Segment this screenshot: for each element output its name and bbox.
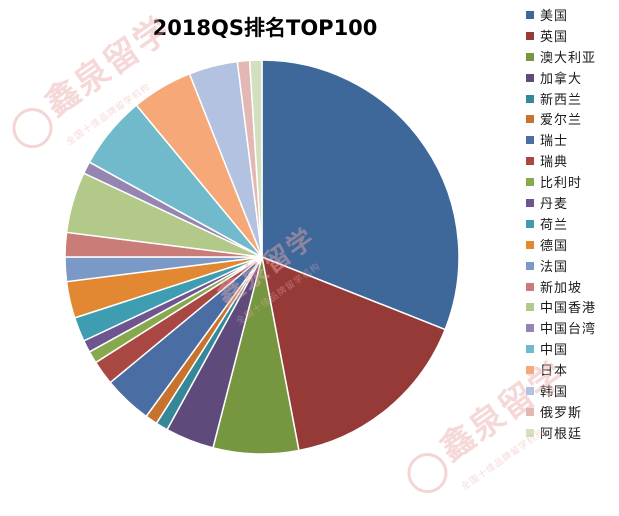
- legend-item: 德国: [522, 234, 619, 255]
- chart-title: 2018QS排名TOP100: [152, 16, 378, 40]
- legend-swatch: [526, 73, 534, 82]
- legend-label: 日本: [540, 364, 569, 380]
- legend-item: 英国: [522, 25, 619, 46]
- legend-swatch: [526, 157, 534, 166]
- legend-swatch: [526, 303, 534, 312]
- legend-swatch: [526, 324, 534, 333]
- legend-swatch: [526, 94, 534, 103]
- legend-swatch: [526, 240, 534, 249]
- legend-swatch: [526, 387, 534, 396]
- legend-label: 瑞典: [540, 155, 569, 171]
- legend-item: 加拿大: [522, 67, 619, 88]
- legend-swatch: [526, 11, 534, 19]
- legend-swatch: [526, 199, 534, 208]
- legend-swatch: [526, 52, 534, 61]
- legend-item: 日本: [522, 359, 619, 380]
- legend-swatch: [526, 178, 534, 187]
- legend-label: 丹麦: [540, 197, 569, 213]
- legend-label: 中国香港: [540, 301, 597, 317]
- legend-swatch: [526, 407, 534, 416]
- legend-item: 中国: [522, 338, 619, 359]
- legend-item: 新西兰: [522, 88, 619, 109]
- legend-swatch: [526, 366, 534, 375]
- legend-label: 英国: [540, 29, 569, 45]
- legend-swatch: [526, 428, 534, 437]
- legend-label: 澳大利亚: [540, 50, 597, 66]
- pie-chart: [64, 59, 460, 455]
- legend-item: 瑞士: [522, 129, 619, 150]
- legend-swatch: [526, 115, 534, 124]
- legend-label: 爱尔兰: [540, 113, 583, 129]
- chart: 2018QS排名TOP100 美国英国澳大利亚加拿大新西兰爱尔兰瑞士瑞典比利时丹…: [4, 4, 619, 501]
- legend-item: 阿根廷: [522, 422, 619, 443]
- legend-label: 美国: [540, 9, 569, 24]
- legend-swatch: [526, 219, 534, 228]
- legend-swatch: [526, 261, 534, 270]
- legend-label: 中国台湾: [540, 322, 597, 338]
- legend-label: 荷兰: [540, 217, 569, 233]
- legend-item: 澳大利亚: [522, 46, 619, 67]
- legend: 美国英国澳大利亚加拿大新西兰爱尔兰瑞士瑞典比利时丹麦荷兰德国法国新加坡中国香港中…: [522, 4, 619, 443]
- legend-label: 德国: [540, 238, 569, 254]
- pie-slice-1: [261, 59, 460, 331]
- legend-item: 中国台湾: [522, 317, 619, 338]
- legend-label: 新西兰: [540, 92, 583, 108]
- legend-item: 比利时: [522, 171, 619, 192]
- legend-label: 阿根廷: [540, 426, 583, 442]
- legend-label: 俄罗斯: [540, 405, 583, 421]
- legend-swatch: [526, 31, 534, 40]
- legend-label: 瑞士: [540, 134, 569, 150]
- legend-swatch: [526, 136, 534, 145]
- legend-item: 新加坡: [522, 276, 619, 297]
- legend-label: 比利时: [540, 176, 583, 192]
- legend-label: 加拿大: [540, 71, 583, 87]
- legend-item: 韩国: [522, 380, 619, 401]
- legend-item: 爱尔兰: [522, 108, 619, 129]
- pie-slice-2: [261, 255, 447, 452]
- legend-item: 中国香港: [522, 296, 619, 317]
- legend-label: 中国: [540, 343, 569, 359]
- legend-label: 法国: [540, 259, 569, 275]
- legend-item: 俄罗斯: [522, 401, 619, 422]
- legend-item: 瑞典: [522, 150, 619, 171]
- pie-slice-21: [248, 59, 263, 258]
- legend-swatch: [526, 282, 534, 291]
- legend-label: 新加坡: [540, 280, 583, 296]
- legend-swatch: [526, 345, 534, 354]
- legend-item: 美国: [522, 4, 619, 25]
- legend-item: 荷兰: [522, 213, 619, 234]
- legend-label: 韩国: [540, 385, 569, 401]
- legend-item: 丹麦: [522, 192, 619, 213]
- legend-item: 法国: [522, 255, 619, 276]
